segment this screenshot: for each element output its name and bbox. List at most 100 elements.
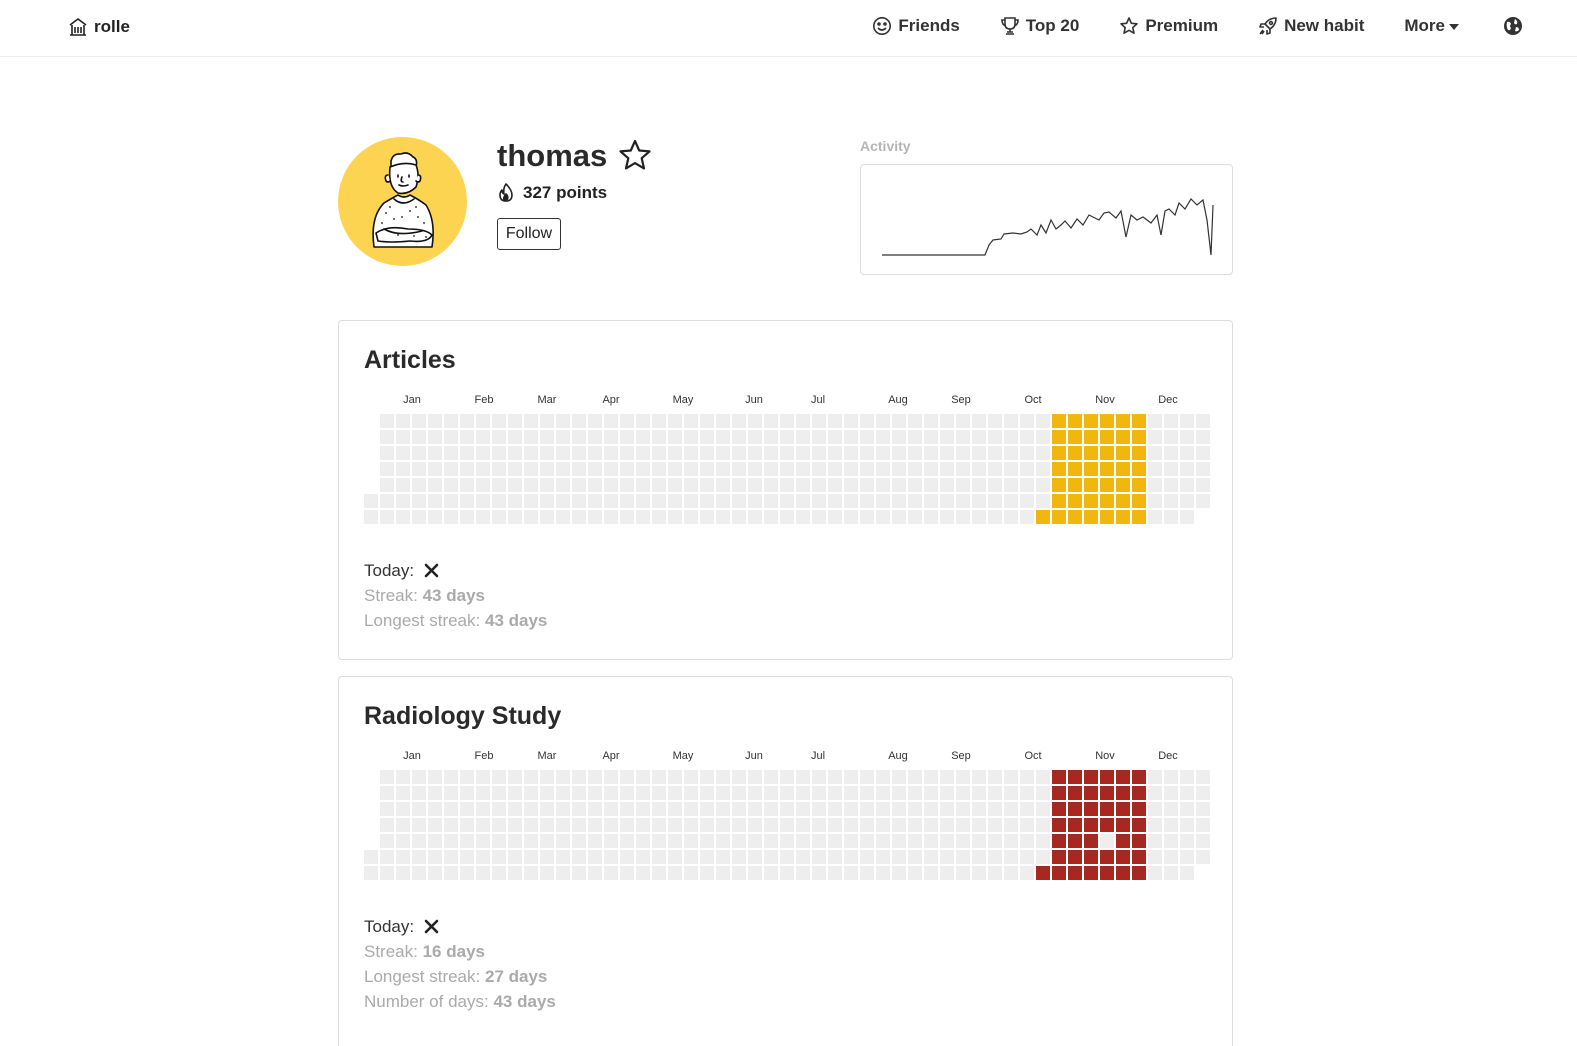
heatmap-day-cell [844, 834, 858, 848]
heatmap-day-cell [428, 834, 442, 848]
heatmap-day-cell [860, 786, 874, 800]
heatmap-day-cell [1020, 802, 1034, 816]
heatmap-day-cell [492, 770, 506, 784]
heatmap-day-cell [1068, 478, 1082, 492]
heatmap-day-cell [1068, 430, 1082, 444]
heatmap-day-cell [524, 770, 538, 784]
month-label: Jul [810, 394, 826, 406]
heatmap-day-cell [812, 478, 826, 492]
heatmap-day-cell [732, 446, 746, 460]
heatmap-day-cell [1132, 462, 1146, 476]
heatmap-day-cell [924, 802, 938, 816]
heatmap-day-cell [540, 430, 554, 444]
heatmap-day-cell [796, 430, 810, 444]
heatmap-day-cell [572, 770, 586, 784]
heatmap-day-cell [1068, 866, 1082, 880]
nav-new-habit[interactable]: New habit [1258, 16, 1364, 36]
heatmap-day-cell [940, 850, 954, 864]
heatmap-day-cell [476, 866, 490, 880]
heatmap-day-cell [956, 850, 970, 864]
nav-more-dropdown[interactable]: More [1404, 16, 1459, 36]
heatmap-day-cell [988, 834, 1002, 848]
heatmap-day-cell [1132, 770, 1146, 784]
heatmap-day-cell [1052, 494, 1066, 508]
habit-card-radiology-study: Radiology Study Jan Feb Mar Apr May Jun Jul Aug… [338, 676, 1233, 1046]
brand-link[interactable]: rolle [68, 17, 130, 37]
heatmap-day-cell [844, 802, 858, 816]
heatmap-day-cell [1100, 818, 1114, 832]
heatmap-day-cell [684, 770, 698, 784]
close-icon[interactable] [424, 919, 439, 934]
heatmap-day-cell [572, 462, 586, 476]
heatmap-day-cell [988, 818, 1002, 832]
heatmap-day-cell [972, 414, 986, 428]
heatmap-day-cell [1068, 850, 1082, 864]
heatmap-day-cell [700, 770, 714, 784]
heatmap-day-cell [892, 446, 906, 460]
nav-premium[interactable]: Premium [1119, 16, 1218, 36]
heatmap-day-cell [476, 478, 490, 492]
heatmap-day-cell [1100, 414, 1114, 428]
heatmap-day-cell [892, 510, 906, 524]
heatmap-day-cell [684, 478, 698, 492]
heatmap-day-cell [444, 446, 458, 460]
heatmap-day-cell [684, 510, 698, 524]
heatmap-day-cell [636, 462, 650, 476]
globe-icon[interactable] [1503, 16, 1523, 36]
nav-friends[interactable]: Friends [872, 16, 960, 36]
heatmap-day-cell [972, 866, 986, 880]
heatmap-day-cell [876, 802, 890, 816]
heatmap-day-cell [668, 430, 682, 444]
heatmap-day-cell [700, 446, 714, 460]
star-icon[interactable] [617, 138, 653, 174]
caret-down-icon [1449, 24, 1459, 30]
heatmap-day-cell [1116, 866, 1130, 880]
streak-stat: Streak: 43 days [364, 583, 547, 608]
heatmap-day-cell [1148, 430, 1162, 444]
heatmap-day-cell [412, 818, 426, 832]
heatmap-day-cell [1116, 510, 1130, 524]
month-label: Apr [602, 394, 620, 406]
month-label: Sep [951, 750, 971, 762]
heatmap-day-cell [700, 850, 714, 864]
heatmap-day-cell [748, 786, 762, 800]
heatmap-day-cell [396, 446, 410, 460]
heatmap-day-cell [828, 802, 842, 816]
heatmap-day-cell [1148, 494, 1162, 508]
heatmap-day-cell [780, 446, 794, 460]
heatmap-day-cell [780, 786, 794, 800]
heatmap-day-cell [508, 770, 522, 784]
heatmap-day-cell [476, 462, 490, 476]
heatmap-day-cell [764, 478, 778, 492]
heatmap-day-cell [508, 510, 522, 524]
heatmap-day-cell [860, 818, 874, 832]
heatmap-day-cell [588, 818, 602, 832]
heatmap-day-cell [604, 850, 618, 864]
heatmap-day-cell [428, 802, 442, 816]
heatmap-day-cell [460, 802, 474, 816]
heatmap-day-cell [1180, 494, 1194, 508]
heatmap-day-cell [540, 850, 554, 864]
heatmap-day-cell [1036, 510, 1050, 524]
heatmap-day-cell [1068, 770, 1082, 784]
heatmap-day-cell [940, 446, 954, 460]
close-icon[interactable] [424, 563, 439, 578]
heatmap-day-cell [572, 866, 586, 880]
heatmap-day-cell [508, 478, 522, 492]
heatmap-day-cell [1052, 850, 1066, 864]
heatmap-day-cell [892, 414, 906, 428]
month-label: Nov [1095, 394, 1115, 406]
heatmap-day-cell [1164, 462, 1178, 476]
heatmap-day-cell [796, 446, 810, 460]
heatmap-day-cell [1180, 430, 1194, 444]
heatmap-day-cell [684, 802, 698, 816]
heatmap-day-cell [908, 866, 922, 880]
heatmap-day-cell [748, 430, 762, 444]
nav-top20[interactable]: Top 20 [1000, 16, 1079, 36]
follow-button[interactable]: Follow [497, 218, 561, 250]
streak-stat: Streak: 16 days [364, 939, 556, 964]
heatmap-day-cell [876, 446, 890, 460]
heatmap-day-cell [748, 850, 762, 864]
heatmap-day-cell [380, 770, 394, 784]
heatmap-day-cell [620, 478, 634, 492]
